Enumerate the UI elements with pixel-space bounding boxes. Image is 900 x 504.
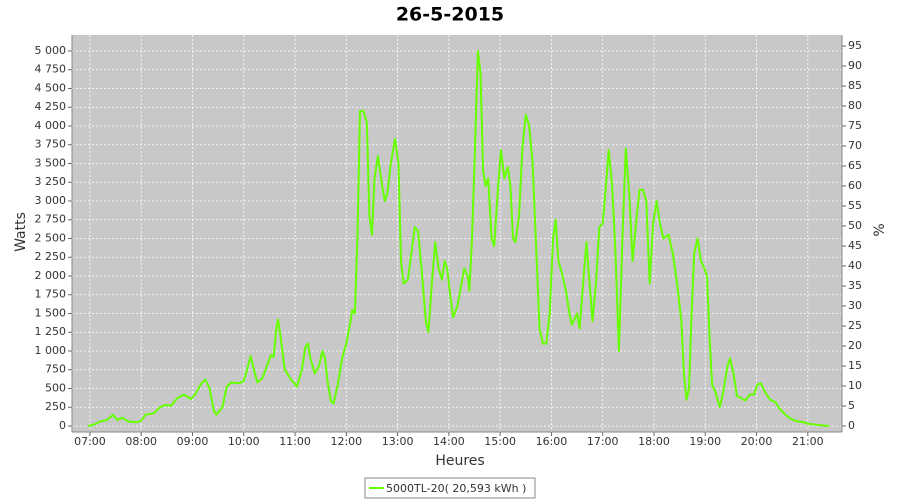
y2-tick-label: 80 [848,99,862,112]
x-tick-label: 19:00 [689,435,721,448]
y2-tick-label: 5 [848,399,855,412]
series-line [87,50,830,427]
y2-tick-label: 25 [848,319,862,332]
y-tick-label: 3 750 [35,138,67,151]
y-tick-label: 250 [45,400,66,413]
x-tick-label: 13:00 [382,435,414,448]
x-tick-label: 20:00 [741,435,773,448]
y-tick-label: 4 000 [35,119,67,132]
x-axis-label: Heures [435,453,484,469]
y2-tick-label: 90 [848,59,862,72]
legend-label: 5000TL-20( 20,593 kWh ) [386,482,526,495]
x-tick-label: 17:00 [587,435,619,448]
y2-tick-label: 0 [848,419,855,432]
y-tick-label: 2 000 [35,269,67,282]
y-tick-label: 5 000 [35,44,67,57]
x-tick-label: 21:00 [792,435,824,448]
y2-tick-label: 50 [848,219,862,232]
y-axis-label: Watts [13,212,29,252]
y2-tick-label: 15 [848,359,862,372]
y2-tick-label: 95 [848,39,862,52]
y2-tick-label: 70 [848,139,862,152]
y-tick-label: 500 [45,381,66,394]
y2-tick-label: 10 [848,379,862,392]
y2-tick-label: 55 [848,199,862,212]
y-tick-label: 0 [59,419,66,432]
x-tick-label: 11:00 [279,435,311,448]
chart-title: 26-5-2015 [396,4,504,26]
x-tick-label: 08:00 [125,435,157,448]
y2-tick-label: 60 [848,179,862,192]
y-tick-label: 2 250 [35,250,67,263]
y-tick-label: 2 500 [35,231,67,244]
y-tick-label: 3 000 [35,194,67,207]
y-tick-label: 1 500 [35,306,67,319]
y2-tick-label: 40 [848,259,862,272]
y2-tick-label: 75 [848,119,862,132]
x-tick-label: 07:00 [74,435,106,448]
legend [364,477,536,499]
y-tick-label: 3 500 [35,156,67,169]
plot-area [72,35,842,432]
y-tick-label: 4 750 [35,63,67,76]
y-tick-label: 1 750 [35,288,67,301]
x-tick-label: 15:00 [484,435,516,448]
y2-tick-label: 35 [848,279,862,292]
y-tick-label: 750 [45,363,66,376]
y2-tick-label: 20 [848,339,862,352]
y2-tick-label: 45 [848,239,862,252]
x-tick-label: 12:00 [330,435,362,448]
x-tick-label: 10:00 [228,435,260,448]
y2-tick-label: 85 [848,79,862,92]
y-tick-label: 4 500 [35,81,67,94]
y2-tick-label: 65 [848,159,862,172]
x-tick-label: 09:00 [177,435,209,448]
y-tick-label: 1 250 [35,325,67,338]
y2-axis-label: % [872,223,888,236]
x-tick-label: 14:00 [433,435,465,448]
y-tick-label: 3 250 [35,175,67,188]
y-tick-label: 2 750 [35,213,67,226]
x-tick-label: 18:00 [638,435,670,448]
y-tick-label: 4 250 [35,100,67,113]
x-tick-label: 16:00 [536,435,568,448]
y-tick-label: 1 000 [35,344,67,357]
y2-tick-label: 30 [848,299,862,312]
